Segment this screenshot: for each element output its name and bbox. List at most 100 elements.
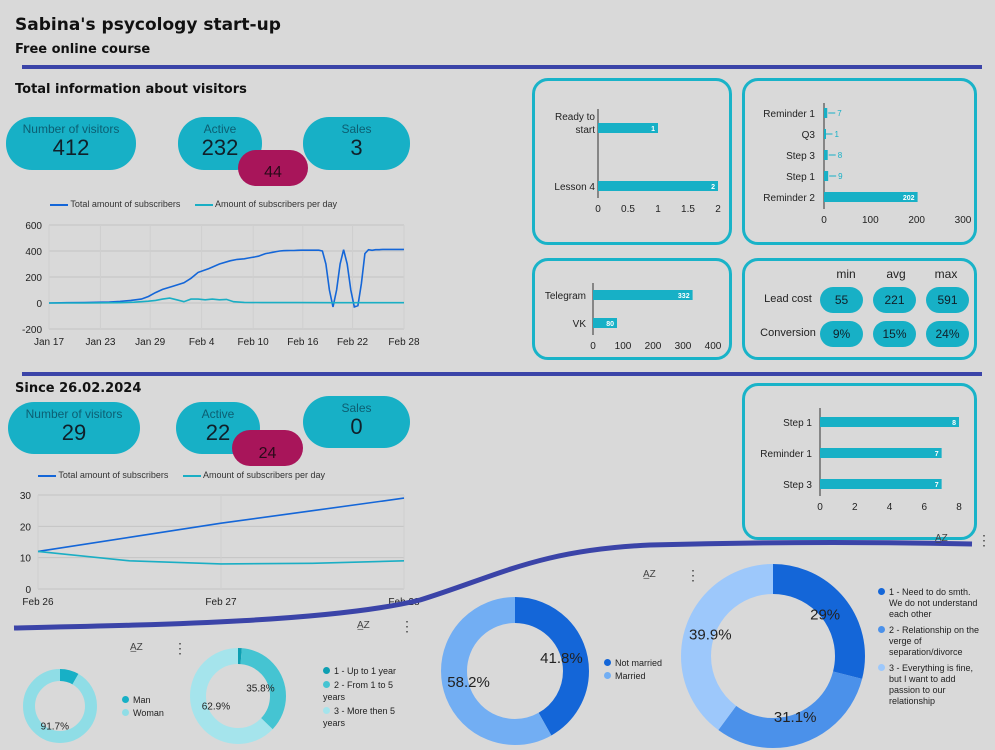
bar-category-label: Step 3 [783, 480, 812, 491]
lead-cost-avg: 221 [873, 287, 916, 313]
kebab-menu-icon[interactable]: ⋮ [977, 532, 991, 548]
series-line [48, 248, 404, 308]
bar-value-label: 1 [651, 126, 655, 133]
stats-row-label: Lead cost [764, 293, 812, 305]
sort-az-icon[interactable]: A̲Z [643, 569, 656, 580]
bar-tick-label: 0 [590, 341, 596, 352]
donut-value-label: 58.2% [447, 674, 490, 691]
legend-label: 2 - From 1 to 5 years [323, 680, 394, 702]
visitors-label: Number of visitors [25, 407, 123, 421]
section1-title: Total information about visitors [15, 82, 247, 97]
sales-kpi-2: Sales 0 [303, 396, 410, 448]
x-tick-label: Feb 27 [205, 597, 237, 608]
y-tick-label: 0 [36, 299, 42, 310]
kebab-menu-icon[interactable]: ⋮ [686, 567, 700, 583]
bar-value-label: 332 [678, 293, 690, 300]
bar-value-label: 202 [903, 195, 915, 202]
legend-item: Not married [604, 657, 662, 670]
visitors-value: 29 [61, 420, 87, 445]
kebab-menu-icon[interactable]: ⋮ [400, 618, 414, 634]
legend-dot [878, 626, 885, 633]
bar-value-label: 2 [711, 184, 715, 191]
bar-tick-label: 1 [655, 204, 661, 215]
kebab-menu-icon[interactable]: ⋮ [173, 640, 187, 656]
legend-label: 3 - Everything is fine, but I want to ad… [889, 663, 974, 706]
conversion-avg: 15% [873, 321, 916, 347]
y-tick-label: 400 [25, 247, 42, 258]
bar-tick-label: 1.5 [681, 204, 695, 215]
donut-slice [681, 564, 865, 748]
bar [824, 171, 829, 181]
section2-title: Since 26.02.2024 [15, 381, 142, 396]
card-lessons: Ready to start 1 Lesson 4 2 0 0.5 1 1.5 2 [532, 78, 732, 245]
sort-az-icon[interactable]: A̲Z [130, 642, 143, 653]
card-reminders: Reminder 1 7 Q3 1 Step 3 8 Step 1 9 Reminder 2 20… [742, 78, 977, 245]
bar-category-label: Step 3 [786, 151, 815, 162]
x-tick-label: Jan 29 [135, 337, 165, 348]
donut-value-label: 31.1% [774, 709, 817, 726]
legend-label: Married [615, 671, 646, 681]
series-line [37, 550, 405, 565]
bar [593, 290, 693, 300]
sales-kpi: Sales 3 [303, 117, 410, 170]
decorative-swoosh [13, 540, 973, 631]
sales-label: Sales [341, 122, 372, 136]
section-divider [22, 372, 982, 376]
legend-swatch-daily [194, 203, 213, 206]
donut-slice [190, 648, 286, 744]
stats-row-label: Conversion [760, 327, 816, 339]
bar [824, 150, 828, 160]
series-line [49, 297, 404, 304]
y-tick-label: 600 [25, 221, 42, 232]
legend-dot [878, 664, 885, 671]
x-tick-label: Feb 28 [388, 337, 420, 348]
visitors-kpi-2: Number of visitors 29 [8, 402, 140, 454]
series-line [37, 497, 405, 553]
bar-category-label: Step 1 [786, 172, 815, 183]
legend-daily: Amount of subscribers per day [202, 470, 325, 480]
x-tick-label: Feb 16 [287, 337, 319, 348]
legend-total: Total amount of subscribers [58, 470, 169, 480]
bar-category-label: Reminder 1 [763, 109, 815, 120]
bar-value-label: 8 [952, 420, 956, 427]
stats-header-min: min [836, 267, 856, 281]
sales-label: Sales [341, 401, 372, 415]
sort-az-icon[interactable]: A̲Z [357, 620, 370, 631]
legend-dot [604, 672, 611, 679]
bar-tick-label: 2 [852, 502, 858, 513]
legend-dot [604, 659, 611, 666]
legend-item: 3 - More then 5 years [323, 705, 408, 729]
legend-label: 2 - Relationship on the verge of separat… [889, 625, 980, 657]
bar-value-label: 1 [834, 130, 839, 139]
donut-value-label: 41.8% [540, 650, 583, 667]
bar [598, 181, 718, 191]
legend-reason: 1 - Need to do smth. We do not understan… [878, 587, 983, 707]
legend-item: Married [604, 670, 662, 683]
bar-value-label: 9 [838, 172, 843, 181]
bar [820, 448, 942, 458]
bar-category-label: Ready to [555, 112, 595, 123]
bar-tick-label: 4 [887, 502, 893, 513]
bar-tick-label: 6 [921, 502, 927, 513]
active-kpi: Active 232 [178, 117, 262, 170]
legend-dot [122, 709, 129, 716]
bar-category-label: start [576, 125, 596, 136]
header-divider [22, 65, 982, 69]
bar-tick-label: 2 [715, 204, 721, 215]
extra-kpi-2: 24 [232, 430, 303, 466]
sort-az-icon[interactable]: A̲Z [935, 533, 948, 544]
y-tick-label: -200 [22, 325, 42, 336]
bar-tick-label: 100 [862, 215, 879, 226]
legend-item: 2 - Relationship on the verge of separat… [878, 625, 983, 658]
x-tick-label: Feb 10 [238, 337, 270, 348]
bar-category-label: Step 1 [783, 418, 812, 429]
bar-tick-label: 400 [705, 341, 722, 352]
bar-value-label: 7 [837, 109, 842, 118]
legend-dot [122, 696, 129, 703]
extra-value: 24 [258, 445, 277, 462]
donut-value-label: 35.8% [246, 683, 274, 694]
bar-tick-label: 200 [908, 215, 925, 226]
legend-dot [323, 667, 330, 674]
legend-label: 1 - Up to 1 year [334, 666, 397, 676]
